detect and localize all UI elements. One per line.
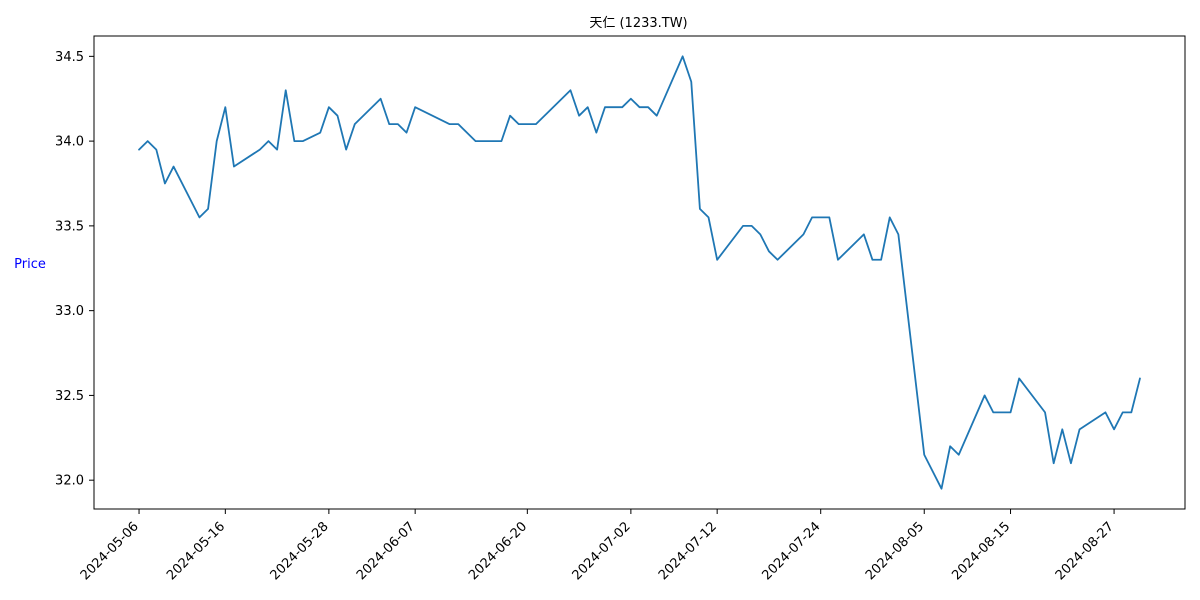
y-axis-label: Price — [14, 257, 46, 272]
y-tick-label: 32.0 — [55, 474, 84, 489]
x-tick-label: 2024-05-28 — [268, 519, 332, 583]
x-tick-label: 2024-08-05 — [863, 519, 927, 583]
y-tick-label: 32.5 — [55, 389, 84, 404]
y-tick-label: 33.5 — [55, 219, 84, 234]
plot-frame — [93, 35, 1186, 510]
price-series-line — [138, 55, 1141, 490]
chart-title: 天仁 (1233.TW) — [589, 16, 687, 31]
plot-area: 32.0 32.5 33.0 33.5 34.0 34.5 2024-05-06 2024-0… — [55, 35, 1186, 583]
x-tick-label: 2024-05-16 — [164, 519, 228, 583]
x-tick-label: 2024-07-02 — [570, 519, 634, 583]
x-tick-label: 2024-08-27 — [1053, 519, 1117, 583]
x-tick-label: 2024-06-07 — [354, 519, 418, 583]
x-tick-label: 2024-06-20 — [466, 519, 530, 583]
x-tick-label: 2024-05-06 — [78, 519, 142, 583]
y-tick-label: 34.0 — [55, 135, 84, 150]
x-tick-label: 2024-08-15 — [949, 519, 1013, 583]
x-tick-label: 2024-07-24 — [759, 519, 823, 583]
y-tick-label: 34.5 — [55, 50, 84, 65]
y-tick-label: 33.0 — [55, 304, 84, 319]
x-tick-label: 2024-07-12 — [656, 519, 720, 583]
